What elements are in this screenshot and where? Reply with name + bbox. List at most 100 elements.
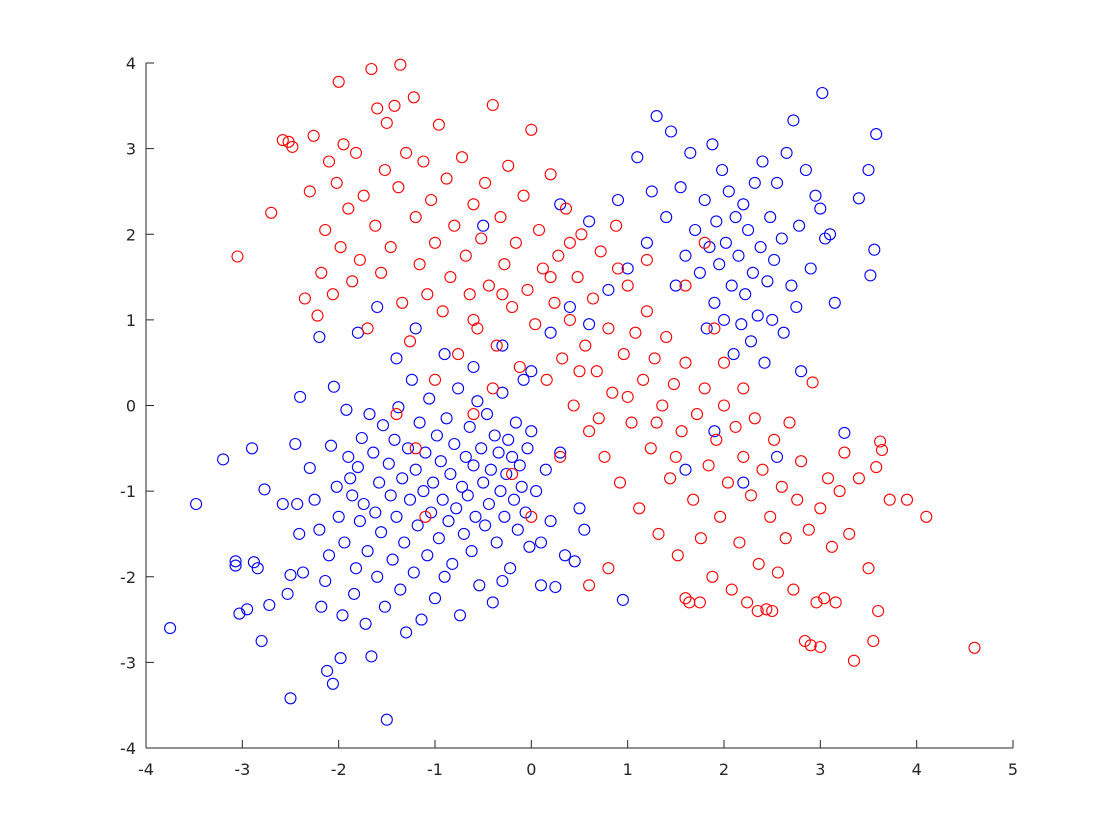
data-point: [702, 459, 715, 472]
data-point: [725, 279, 738, 292]
data-point: [777, 326, 790, 339]
data-point: [540, 373, 553, 386]
data-point: [746, 266, 759, 279]
data-point: [708, 322, 721, 335]
data-point: [467, 198, 480, 211]
data-point: [463, 288, 476, 301]
data-point: [444, 271, 457, 284]
data-point: [559, 202, 573, 215]
data-point: [409, 442, 422, 455]
data-point: [421, 288, 434, 301]
data-point: [754, 241, 767, 254]
y-tick-label: -3: [120, 653, 136, 672]
data-point: [425, 193, 438, 207]
data-point: [727, 348, 740, 361]
data-point: [583, 579, 596, 592]
data-point: [357, 497, 370, 511]
data-point: [342, 202, 355, 215]
data-point: [330, 480, 343, 493]
data-point: [806, 376, 819, 389]
data-point: [388, 433, 401, 446]
data-point: [281, 587, 294, 600]
data-point: [900, 493, 914, 506]
data-point: [486, 382, 499, 395]
data-point: [461, 489, 474, 502]
data-point: [679, 356, 692, 369]
data-point: [671, 549, 684, 562]
data-point: [862, 163, 875, 177]
data-point: [367, 446, 380, 459]
data-point: [455, 151, 469, 164]
data-point: [828, 296, 841, 309]
data-point: [870, 128, 883, 141]
data-point: [315, 600, 328, 613]
data-point: [629, 326, 642, 339]
data-point: [684, 146, 697, 159]
data-point: [390, 510, 403, 523]
data-point: [780, 146, 793, 159]
data-point: [255, 634, 268, 648]
data-point: [322, 549, 336, 562]
data-point: [679, 279, 692, 292]
data-point: [298, 292, 311, 305]
data-point: [361, 545, 374, 558]
data-point: [764, 510, 777, 523]
data-point: [532, 223, 546, 237]
data-point: [766, 313, 779, 326]
data-point: [536, 262, 549, 275]
data-point: [737, 476, 750, 489]
data-point: [552, 249, 565, 262]
data-point: [384, 241, 397, 254]
data-point: [407, 91, 420, 104]
data-point: [475, 442, 488, 455]
data-point: [409, 322, 422, 335]
data-point: [504, 562, 517, 575]
data-point: [432, 532, 445, 545]
data-point: [523, 540, 536, 553]
data-point: [484, 463, 497, 476]
data-point: [229, 559, 242, 572]
data-point: [864, 269, 877, 282]
data-point: [756, 155, 769, 168]
data-point: [573, 502, 586, 515]
data-point: [457, 527, 470, 540]
data-point: [592, 412, 605, 425]
data-point: [586, 292, 600, 305]
data-point: [342, 450, 355, 463]
data-point: [783, 416, 796, 429]
data-point: [498, 258, 511, 271]
data-point: [748, 412, 761, 425]
data-point: [698, 236, 711, 249]
data-point: [353, 515, 366, 528]
data-point: [459, 249, 472, 262]
data-point: [775, 480, 788, 493]
data-point: [708, 296, 721, 309]
data-point: [760, 603, 773, 616]
data-point: [438, 348, 451, 361]
x-tick-label: 4: [912, 760, 922, 779]
data-point: [563, 300, 576, 314]
data-point: [311, 309, 324, 322]
data-point: [432, 118, 445, 131]
data-point: [771, 566, 784, 579]
data-point: [258, 483, 271, 496]
data-point: [405, 373, 418, 386]
data-point: [348, 587, 361, 600]
data-point: [621, 262, 634, 275]
data-point: [710, 433, 723, 446]
data-point: [515, 480, 528, 493]
data-point: [427, 476, 440, 489]
data-point: [819, 232, 832, 245]
data-point: [245, 442, 259, 455]
data-point: [814, 502, 827, 515]
data-point: [308, 493, 321, 506]
data-point: [479, 176, 492, 189]
data-point: [611, 262, 625, 275]
data-point: [428, 236, 442, 249]
data-point: [650, 416, 663, 429]
x-tick-label: 3: [815, 760, 825, 779]
data-point: [392, 401, 405, 414]
data-point: [513, 459, 526, 472]
data-point: [852, 472, 865, 485]
data-point: [371, 570, 384, 583]
